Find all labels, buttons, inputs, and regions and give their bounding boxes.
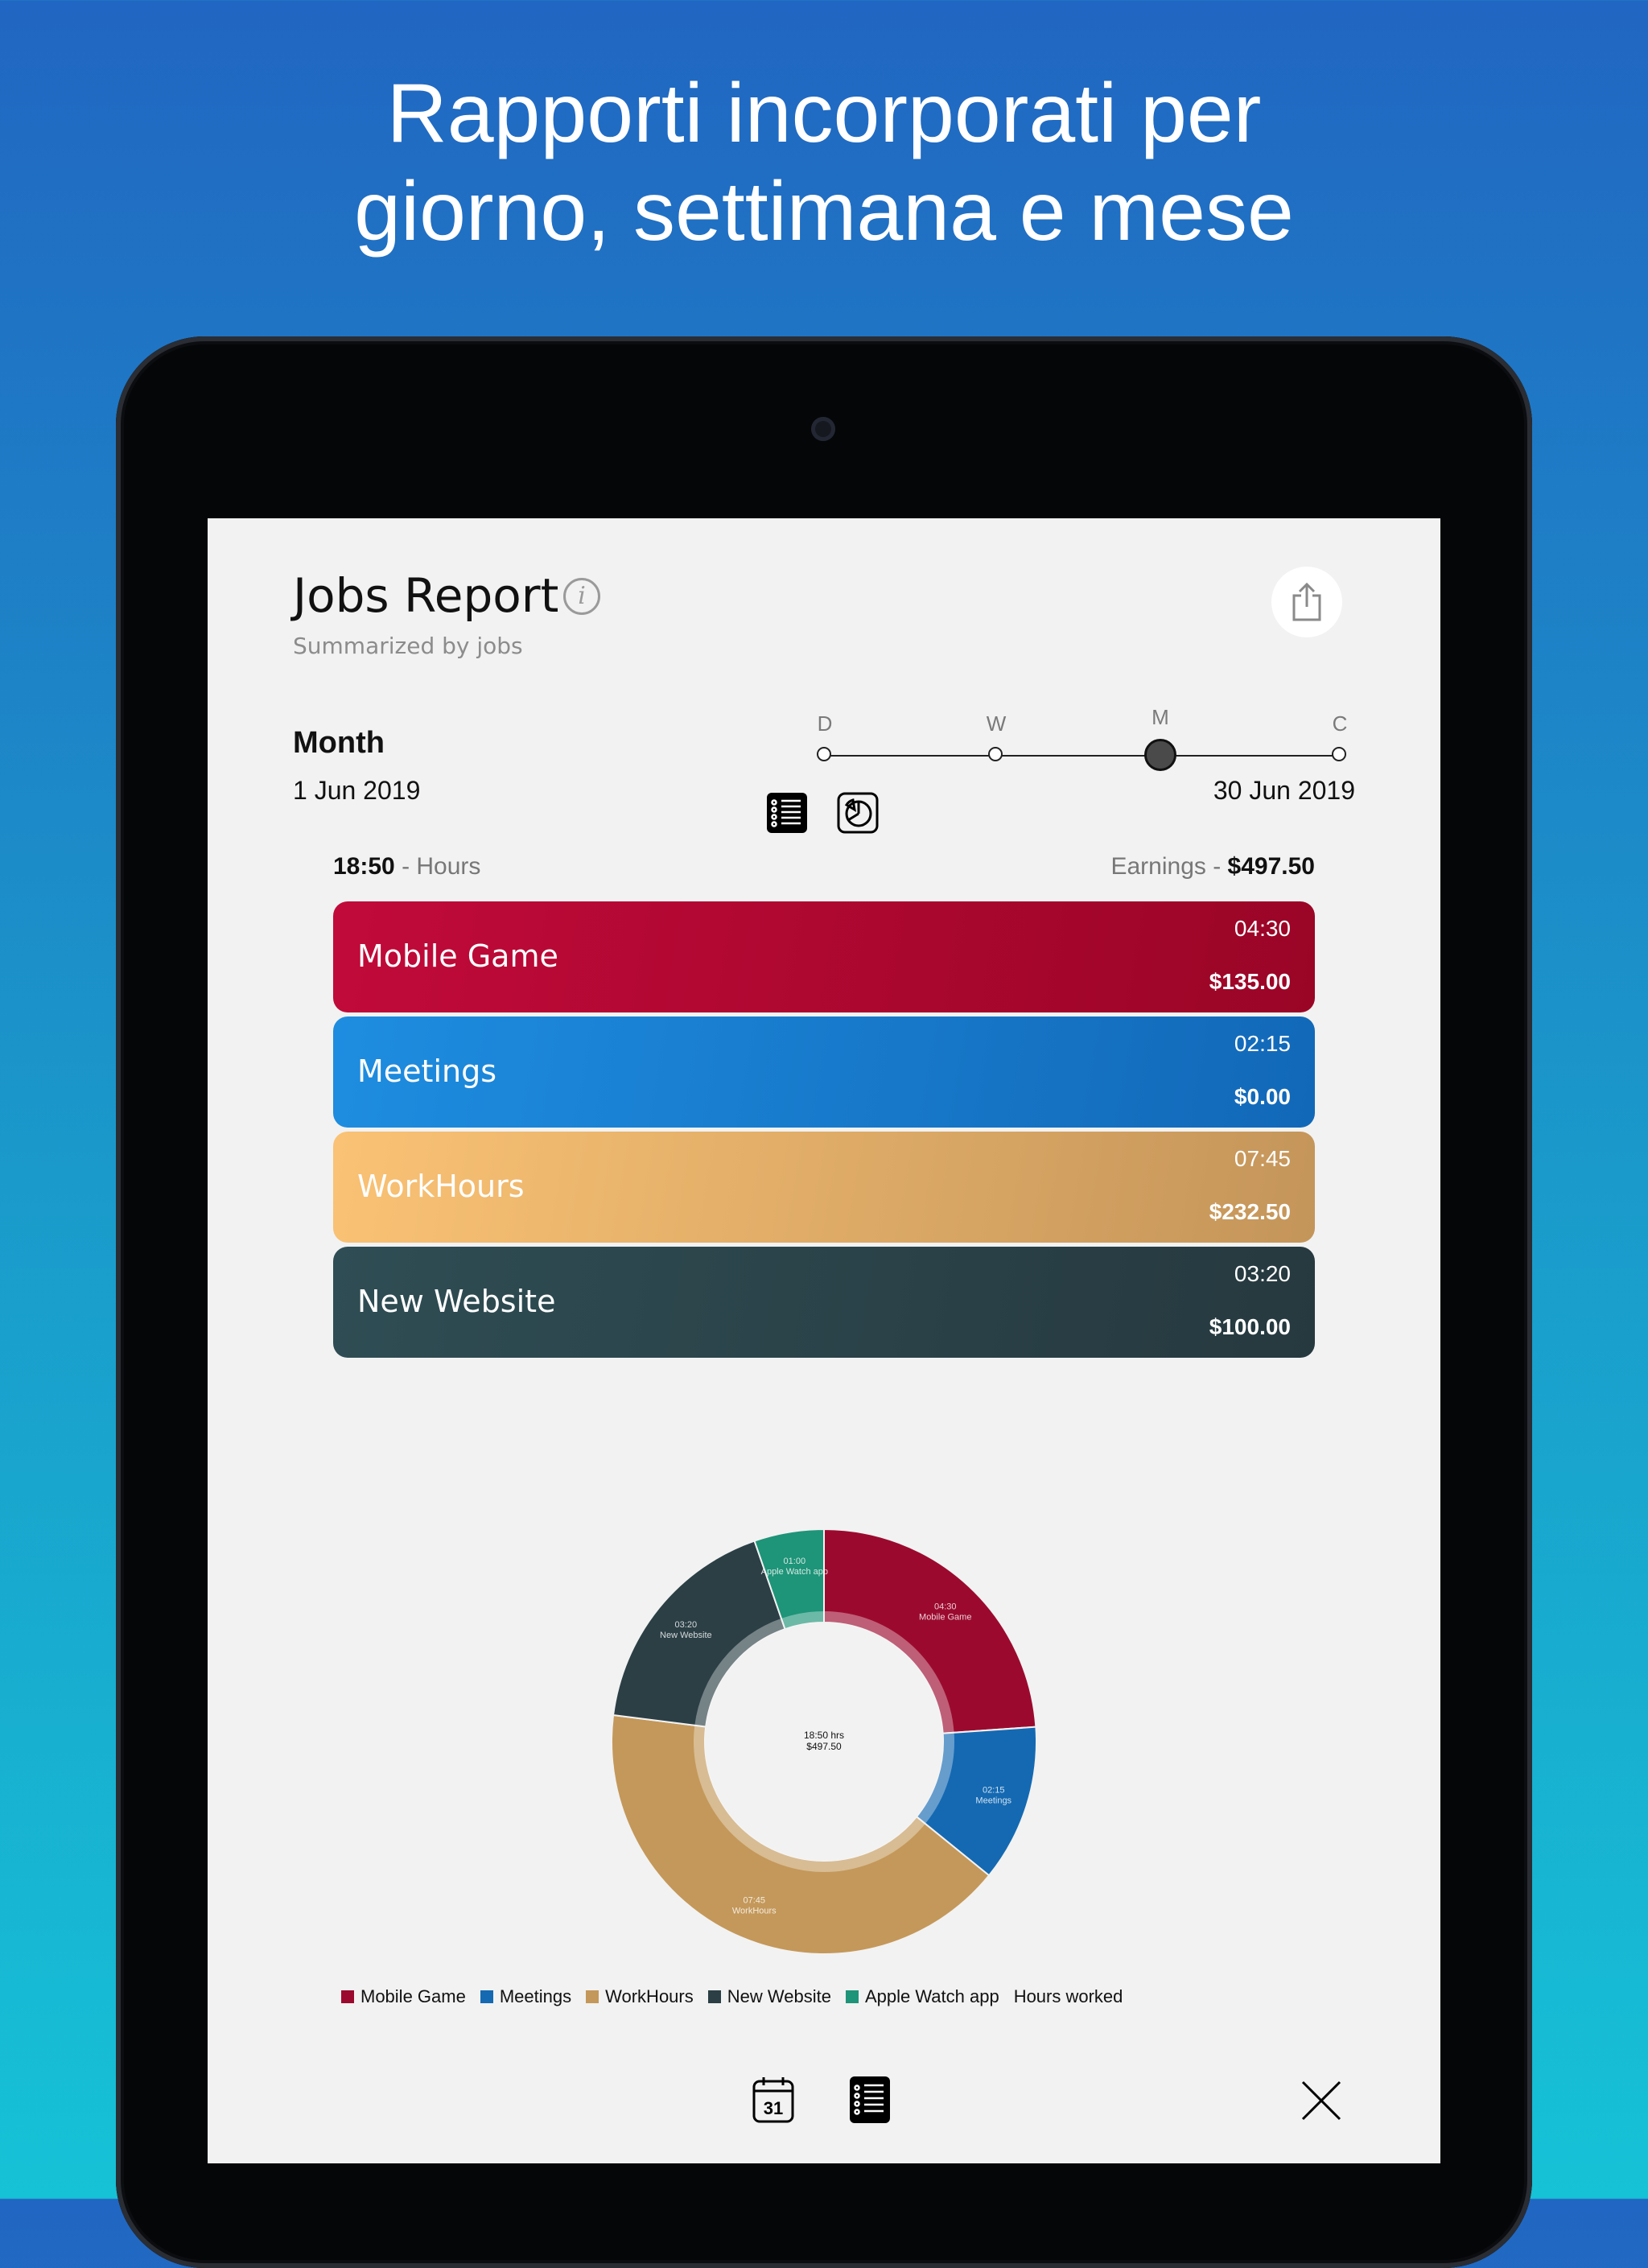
job-card-workhours[interactable]: WorkHours 07:45 $232.50 [333,1132,1315,1243]
period-end-date: 30 Jun 2019 [1213,776,1355,805]
donut-ring-band-new-website [694,1618,785,1727]
info-icon[interactable]: i [563,578,600,615]
page-subtitle: Summarized by jobs [293,633,523,659]
share-button[interactable] [1271,567,1342,637]
slice-name-label-meetings: Meetings [975,1796,1011,1806]
scale-stop-month[interactable] [1144,739,1176,771]
list-view-icon [767,793,807,833]
close-button[interactable] [1300,2080,1342,2122]
donut-ring-band-mobile-game [824,1611,954,1734]
legend-swatch [480,1990,493,2003]
legend-swatch [707,1990,721,2003]
job-earnings: $232.50 [1209,1199,1291,1224]
job-time: 02:15 [1234,1031,1291,1056]
calendar-button[interactable]: 31 [752,2075,795,2125]
report-list-button[interactable] [848,2075,892,2125]
slice-time-label-new-website: 03:20 [675,1620,698,1630]
slice-name-label-new-website: New Website [660,1631,712,1640]
slice-time-label-apple-watch-app: 01:00 [784,1557,806,1566]
headline-line-2: giorno, settimana e mese [354,165,1294,258]
scale-stop-day[interactable] [817,747,831,761]
scale-label-day: D [817,711,833,736]
donut-ring-band-apple-watch-app [781,1611,824,1630]
job-earnings: $0.00 [1234,1084,1291,1109]
scale-stop-week[interactable] [988,747,1003,761]
legend-swatch [845,1990,859,2003]
slice-name-label-mobile-game: Mobile Game [919,1612,971,1622]
scale-stop-custom[interactable] [1332,747,1346,761]
total-earnings-prefix: Earnings - [1110,853,1228,880]
slice-name-label-apple-watch-app: Apple Watch app [761,1567,828,1577]
slice-time-label-meetings: 02:15 [983,1786,1005,1796]
period-scale-slider[interactable]: D W M C [803,705,1382,781]
donut-ring-band-meetings [916,1732,954,1825]
job-time: 07:45 [1234,1146,1291,1171]
legend-label: WorkHours [605,1986,694,2006]
scale-label-month: M [1152,705,1169,729]
period-label: Month [293,726,385,760]
job-time: 04:30 [1234,916,1291,941]
job-earnings: $135.00 [1209,969,1291,994]
slice-time-label-workhours: 07:45 [744,1895,766,1905]
total-hours: 18:50 - Hours [333,853,480,880]
share-icon [1292,582,1321,621]
donut-center-earnings: $497.50 [806,1741,842,1752]
chart-view-button[interactable] [837,792,879,834]
chart-legend: Mobile Game Meetings WorkHours New Website A… [341,1986,1123,2015]
legend-item-workhours: WorkHours [586,1986,694,2007]
legend-item-new-website: New Website [707,1986,831,2007]
legend-suffix: Hours worked [1013,1986,1123,2006]
total-hours-suffix: - Hours [394,853,481,880]
job-name: Mobile Game [357,938,558,974]
legend-swatch [341,1990,354,2003]
donut-center-hours: 18:50 hrs [804,1730,844,1741]
page-title: Jobs Report [293,568,559,623]
donut-slice-apple-watch-app [753,1528,825,1631]
job-earnings: $100.00 [1209,1314,1291,1339]
slice-name-label-workhours: WorkHours [732,1906,777,1915]
slider-track [824,755,1339,757]
legend-item-mobile-game: Mobile Game [341,1986,466,2007]
donut-slice-workhours [611,1713,991,1955]
legend-swatch [586,1990,599,2003]
legend-label: Meetings [499,1986,572,2006]
job-name: New Website [357,1284,556,1319]
job-card-mobile-game[interactable]: Mobile Game 04:30 $135.00 [333,901,1315,1012]
legend-item-apple-watch-app: Apple Watch app [845,1986,999,2007]
legend-label: Mobile Game [360,1986,466,2006]
job-name: WorkHours [357,1169,525,1204]
camera-icon [811,417,835,441]
donut-slice-new-website [612,1540,786,1728]
legend-label: Apple Watch app [864,1986,999,2006]
calendar-day-number: 31 [764,2098,783,2118]
legend-item-meetings: Meetings [480,1986,571,2007]
list-view-button[interactable] [766,792,808,834]
job-card-new-website[interactable]: New Website 03:20 $100.00 [333,1247,1315,1358]
job-time: 03:20 [1234,1261,1291,1286]
calendar-icon: 31 [752,2077,794,2123]
total-hours-value: 18:50 [333,853,395,880]
report-screen: Jobs Report i Summarized by jobs Month 1… [208,518,1440,2163]
period-start-date: 1 Jun 2019 [293,776,421,805]
donut-slice-mobile-game [823,1528,1037,1734]
legend-label: New Website [727,1986,831,2006]
total-earnings: Earnings - $497.50 [1110,853,1315,880]
total-earnings-value: $497.50 [1227,853,1315,880]
scale-label-custom: C [1332,711,1348,736]
pie-chart-icon [837,792,879,834]
job-name: Meetings [357,1054,497,1089]
close-icon [1301,2080,1341,2121]
report-list-icon [850,2076,890,2123]
headline: Rapporti incorporati per giorno, settima… [0,64,1648,261]
scale-label-week: W [986,711,1007,736]
slice-time-label-mobile-game: 04:30 [934,1602,957,1611]
headline-line-1: Rapporti incorporati per [386,67,1262,160]
job-card-meetings[interactable]: Meetings 02:15 $0.00 [333,1016,1315,1128]
